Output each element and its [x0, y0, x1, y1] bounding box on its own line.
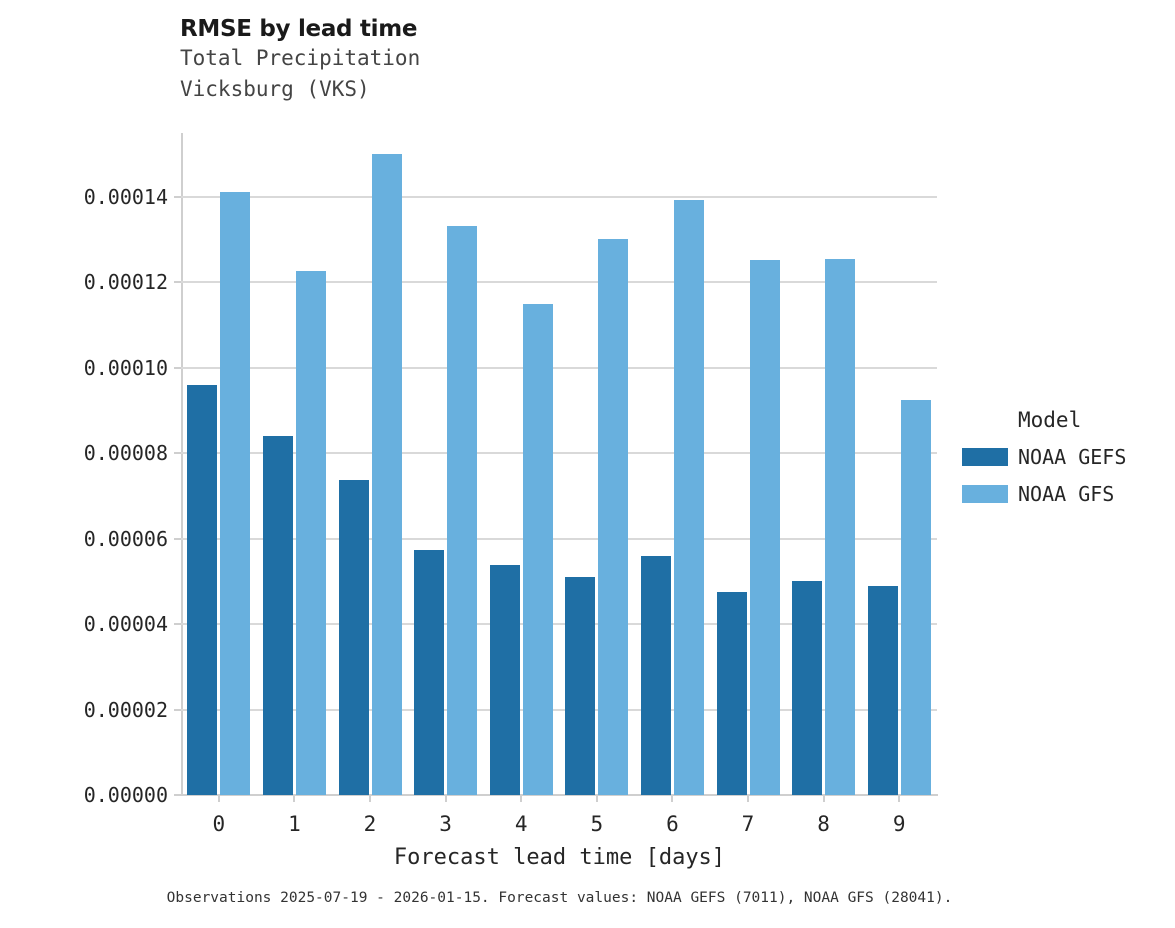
bar-noaa-gfs-day-1[interactable]: [295, 270, 326, 795]
gridline: [181, 537, 937, 540]
y-axis-tick-label: 0.00012: [83, 270, 168, 295]
gridline: [181, 452, 937, 455]
x-axis-tick-label: 1: [288, 812, 301, 836]
y-axis-tick: [174, 623, 181, 626]
bar-group: [262, 133, 326, 795]
x-axis-tick: [595, 795, 598, 802]
gridline: [181, 623, 937, 626]
y-axis-tick-label: 0.00008: [83, 441, 168, 466]
y-axis-tick: [174, 708, 181, 711]
legend: Model NOAA GEFS NOAA GFS: [962, 408, 1167, 506]
x-axis-tick-label: 2: [363, 812, 377, 836]
y-axis-tick-label: 0.00004: [83, 612, 168, 637]
gridline: [181, 281, 937, 284]
bar-noaa-gefs-day-7[interactable]: [716, 592, 747, 795]
bar-noaa-gefs-day-4[interactable]: [489, 565, 520, 795]
x-axis-tick-label: 6: [666, 812, 679, 836]
bar-noaa-gfs-day-8[interactable]: [825, 258, 856, 795]
x-axis-tick-label: 0: [212, 812, 226, 836]
y-axis-tick: [174, 794, 181, 796]
x-axis-tick: [671, 795, 674, 802]
y-axis-tick-label: 0.00002: [83, 697, 168, 722]
bar-group: [867, 133, 931, 795]
y-axis-tick: [174, 366, 181, 369]
y-axis-tick: [174, 537, 181, 540]
chart-caption: Observations 2025-07-19 - 2026-01-15. Fo…: [166, 890, 953, 906]
x-axis-tick: [747, 795, 749, 802]
gridline: [181, 708, 937, 711]
bar-group: [716, 133, 780, 795]
page-title: RMSE by lead time: [180, 16, 418, 42]
y-axis-tick-label: 0.00000: [83, 783, 168, 807]
y-axis-spine: [181, 133, 183, 796]
bar-noaa-gfs-day-3[interactable]: [447, 225, 478, 795]
bar-group: [792, 133, 856, 795]
x-axis-tick: [293, 795, 296, 802]
bar-group: [565, 133, 629, 795]
x-axis-tick: [217, 795, 220, 802]
legend-item-noaa-gfs[interactable]: NOAA GFS: [962, 482, 1167, 506]
x-axis-tick: [898, 795, 901, 802]
legend-color-swatch: [962, 485, 1008, 503]
chart-subtitle-location: Vicksburg (VKS): [180, 76, 370, 101]
x-axis-tick: [369, 795, 371, 802]
gridline: [181, 366, 937, 369]
chart-subtitle-variable: Total Precipitation: [180, 46, 421, 71]
bar-noaa-gefs-day-6[interactable]: [640, 555, 671, 795]
bar-group: [640, 133, 704, 795]
bar-group: [338, 133, 402, 795]
y-axis-tick: [174, 452, 181, 455]
y-axis-tick-label: 0.00014: [83, 185, 168, 210]
x-axis-tick: [822, 795, 825, 802]
y-axis-tick-label: 0.00006: [83, 526, 168, 551]
x-axis-title: Forecast lead time [days]: [393, 845, 726, 870]
bar-noaa-gefs-day-2[interactable]: [338, 479, 369, 795]
y-axis-tick-label: 0.00010: [83, 355, 168, 380]
bar-group: [414, 133, 478, 795]
bar-noaa-gfs-day-6[interactable]: [673, 200, 704, 795]
bar-noaa-gefs-day-3[interactable]: [414, 550, 445, 795]
x-axis-tick: [444, 795, 447, 802]
legend-item-noaa-gefs[interactable]: NOAA GEFS: [962, 445, 1167, 469]
x-axis-tick-label: 4: [514, 812, 528, 836]
bar-noaa-gfs-day-5[interactable]: [598, 239, 629, 795]
x-axis-tick-label: 3: [439, 812, 452, 836]
bar-group: [489, 133, 553, 795]
bar-noaa-gfs-day-9[interactable]: [900, 400, 931, 795]
x-axis-tick-label: 7: [741, 812, 755, 836]
bar-noaa-gefs-day-9[interactable]: [867, 586, 898, 795]
bar-noaa-gfs-day-4[interactable]: [522, 303, 553, 795]
x-axis-tick-label: 9: [892, 812, 906, 836]
bar-group: [187, 133, 251, 795]
x-axis-tick-label: 5: [590, 812, 604, 836]
bar-noaa-gefs-day-8[interactable]: [792, 581, 823, 795]
y-axis-tick: [174, 281, 181, 284]
legend-entries: NOAA GEFS NOAA GFS: [962, 445, 1167, 506]
plot-area: [174, 133, 937, 802]
x-axis-tick: [520, 795, 523, 802]
legend-title: Model: [1018, 408, 1082, 432]
bar-noaa-gfs-day-2[interactable]: [371, 153, 402, 795]
legend-item-label: NOAA GEFS: [1018, 445, 1127, 469]
bar-noaa-gefs-day-0[interactable]: [187, 385, 218, 795]
legend-item-label: NOAA GFS: [1018, 482, 1115, 506]
y-axis-tick: [174, 196, 181, 199]
bar-noaa-gfs-day-7[interactable]: [749, 259, 780, 795]
bar-noaa-gefs-day-5[interactable]: [565, 577, 596, 795]
legend-color-swatch: [962, 448, 1008, 466]
bar-noaa-gefs-day-1[interactable]: [262, 436, 293, 795]
y-axis-tick-labels: 0.00000 0.00002 0.00004 0.00006 0.00008 0.000…: [0, 133, 168, 807]
x-axis-tick-label: 8: [817, 812, 830, 836]
chart-title-block: RMSE by lead time Total Precipitation Vi…: [180, 16, 420, 104]
bar-noaa-gfs-day-0[interactable]: [220, 191, 251, 795]
x-axis-spine: [181, 794, 938, 796]
gridline: [181, 196, 937, 199]
